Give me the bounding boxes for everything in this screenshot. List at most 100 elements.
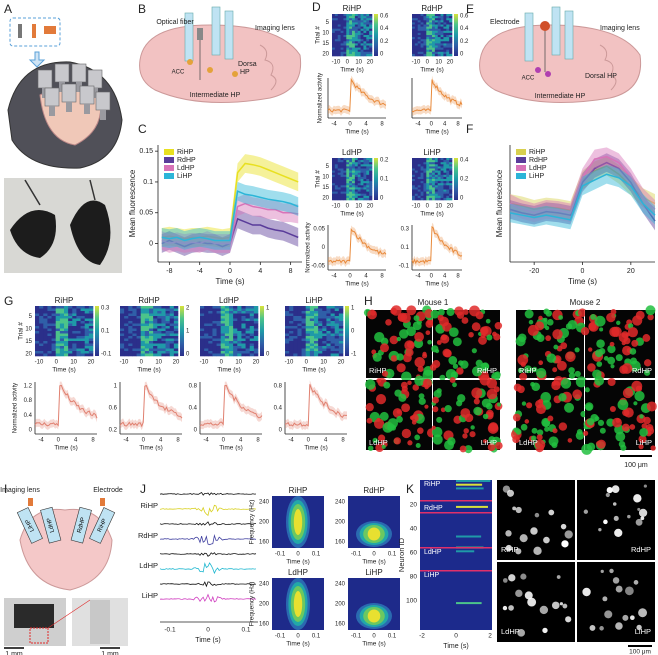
heatmap-cell xyxy=(352,183,356,186)
y-tick-label: 160 xyxy=(335,540,346,546)
panel-label: I xyxy=(4,482,7,496)
heatmap-cell xyxy=(437,14,441,17)
neuron-row xyxy=(456,602,482,605)
heatmap-cell xyxy=(443,45,447,48)
lens-group: RdHP xyxy=(70,506,92,544)
y-tick-label: 10 xyxy=(322,31,329,37)
heatmap-cell xyxy=(43,346,48,349)
cell xyxy=(417,427,424,434)
heatmap-cell xyxy=(153,326,158,329)
heatmap-cell xyxy=(318,326,323,329)
heatmap-cell xyxy=(432,197,436,201)
heatmap-cell xyxy=(337,168,341,171)
heatmap-cell xyxy=(417,53,421,57)
heatmap-cell xyxy=(334,20,339,23)
cell xyxy=(616,320,621,325)
heatmap-cell xyxy=(128,333,133,337)
y-tick-label: 240 xyxy=(335,582,346,588)
heatmap-cell xyxy=(128,331,133,334)
heatmap-cell xyxy=(80,328,86,332)
heatmap-cell xyxy=(322,336,327,339)
heatmap-cell xyxy=(426,18,430,21)
heatmap-cell xyxy=(200,326,205,329)
heatmap-cell xyxy=(326,341,331,344)
heatmap-cell xyxy=(414,30,419,34)
heatmap-cell xyxy=(446,30,450,34)
heatmap-cell xyxy=(423,160,427,163)
heatmap-cell xyxy=(423,20,427,23)
heatmap-cell xyxy=(169,343,175,347)
heatmap-cell xyxy=(414,164,419,167)
heatmap-cell xyxy=(305,331,311,334)
heatmap-cell xyxy=(229,321,234,324)
cell xyxy=(567,438,573,443)
heatmap-cell xyxy=(437,197,441,201)
x-tick-label: 4 xyxy=(443,274,447,280)
cell xyxy=(633,580,639,585)
heatmap-cell xyxy=(437,51,441,55)
heatmap-cell xyxy=(360,14,364,17)
cell xyxy=(575,376,587,388)
heatmap-cell xyxy=(165,308,171,312)
heatmap-cell xyxy=(443,183,447,186)
heatmap-cell xyxy=(229,336,234,339)
cell xyxy=(418,397,426,405)
heatmap-cell xyxy=(249,323,255,327)
cell xyxy=(599,427,606,434)
cell xyxy=(599,626,604,631)
y-tick-label: 0 xyxy=(29,428,33,434)
x-tick-label: -4 xyxy=(123,438,129,444)
heatmap-cell xyxy=(440,16,444,19)
cell xyxy=(475,311,484,320)
x-tick-label: 0 xyxy=(57,438,61,444)
region-label: RiHP xyxy=(519,366,537,375)
heatmap-cell xyxy=(289,318,294,322)
heatmap-cell xyxy=(420,176,424,180)
heatmap-cell xyxy=(437,43,441,46)
cell xyxy=(530,435,537,441)
heatmap-cell xyxy=(440,191,444,194)
heatmap-cell xyxy=(429,30,433,34)
cell xyxy=(422,351,427,357)
heatmap-cell xyxy=(352,176,356,180)
heatmap-cell xyxy=(35,346,40,349)
heatmap-cell xyxy=(136,316,142,319)
heatmap-cell xyxy=(253,316,259,319)
heatmap-cell xyxy=(363,16,367,19)
heatmap-cell xyxy=(224,308,230,312)
heatmap-cell xyxy=(332,22,336,25)
cell xyxy=(415,442,421,448)
y-tick-label: 20 xyxy=(322,52,329,58)
heatmap-cell xyxy=(332,26,336,29)
heatmap-cell xyxy=(59,348,65,352)
legend-label: RiHP xyxy=(177,149,194,156)
heatmap-cell xyxy=(245,333,251,337)
heatmap-cell xyxy=(76,321,81,324)
heatmap-cell xyxy=(35,353,40,357)
heatmap-cell xyxy=(241,328,246,332)
heatmap-cell xyxy=(343,158,347,161)
heatmap-cell xyxy=(88,338,94,342)
heatmap-cell xyxy=(157,343,162,347)
heatmap-cell xyxy=(349,166,353,169)
heatmap-cell xyxy=(337,164,341,167)
heatmap-cell xyxy=(330,346,336,349)
x-axis-label: Time (s) xyxy=(420,67,444,74)
heatmap-cell xyxy=(305,306,311,309)
heatmap-cell xyxy=(297,313,302,317)
heatmap-cell xyxy=(357,16,361,19)
heatmap-cell xyxy=(434,166,439,169)
heatmap-cell xyxy=(414,160,419,163)
heatmap-cell xyxy=(429,49,433,53)
heatmap-cell xyxy=(360,43,364,46)
heatmap-cell xyxy=(169,351,175,354)
heatmap-cell xyxy=(346,164,350,167)
heatmap-cell xyxy=(140,308,146,312)
y-tick-label: 15 xyxy=(322,41,329,47)
heatmap-cell xyxy=(446,185,450,188)
heatmap-cell xyxy=(120,311,125,314)
heatmap-cell xyxy=(47,306,52,309)
heatmap-cell xyxy=(249,346,255,349)
y-tick-label: 0.8 xyxy=(189,384,198,390)
heatmap-cell xyxy=(366,20,370,23)
